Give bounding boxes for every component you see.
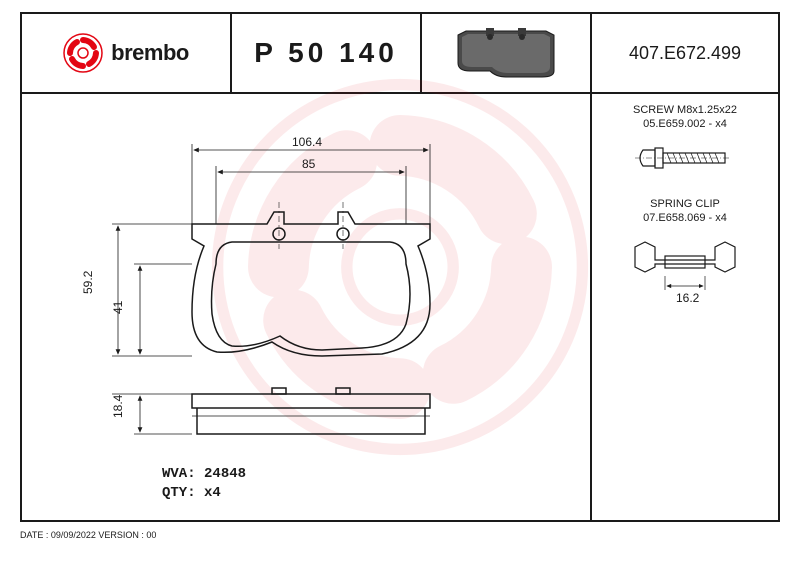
part-number-cell: P 50 140 — [232, 14, 422, 92]
brand-name: brembo — [111, 40, 189, 66]
drawing-svg: 106.4 85 59.2 41 18.4 — [22, 94, 592, 522]
part-info: WVA: 24848 QTY: x4 — [162, 465, 246, 504]
clip-title: SPRING CLIP — [600, 198, 770, 210]
dim-thickness: 18.4 — [111, 394, 125, 418]
reference-number: 407.E672.499 — [629, 43, 741, 64]
dim-height-inner: 41 — [111, 300, 125, 314]
accessories-panel: SCREW M8x1.25x22 05.E659.002 - x4 — [592, 94, 778, 522]
clip-dim: 16.2 — [676, 291, 700, 305]
product-photo-cell — [422, 14, 592, 92]
reference-cell: 407.E672.499 — [592, 14, 778, 92]
header-row: brembo P 50 140 407.E672.499 — [22, 14, 778, 94]
dim-height-outer: 59.2 — [81, 270, 95, 294]
dim-width-inner: 85 — [302, 157, 316, 171]
clip-block: SPRING CLIP 07.E658.069 - x4 16.2 — [600, 198, 770, 312]
logo-cell: brembo — [22, 14, 232, 92]
screw-icon — [625, 138, 745, 178]
screw-code: 05.E659.002 - x4 — [600, 118, 770, 130]
drawing-sheet: brembo P 50 140 407.E672.499 — [20, 12, 780, 522]
qty-value: x4 — [204, 485, 221, 501]
clip-icon: 16.2 — [610, 232, 760, 312]
body-row: 106.4 85 59.2 41 18.4 — [22, 94, 778, 522]
screw-block: SCREW M8x1.25x22 05.E659.002 - x4 — [600, 104, 770, 178]
clip-code: 07.E658.069 - x4 — [600, 212, 770, 224]
screw-title: SCREW M8x1.25x22 — [600, 104, 770, 116]
technical-drawing: 106.4 85 59.2 41 18.4 — [22, 94, 592, 522]
footer: DATE : 09/09/2022 VERSION : 00 — [20, 530, 156, 540]
part-number: P 50 140 — [254, 37, 398, 69]
dim-width-outer: 106.4 — [292, 135, 322, 149]
wva-value: 24848 — [204, 466, 246, 482]
product-photo — [446, 23, 566, 83]
qty-label: QTY: — [162, 485, 196, 501]
brembo-logo-icon — [63, 33, 103, 73]
wva-label: WVA: — [162, 466, 196, 482]
